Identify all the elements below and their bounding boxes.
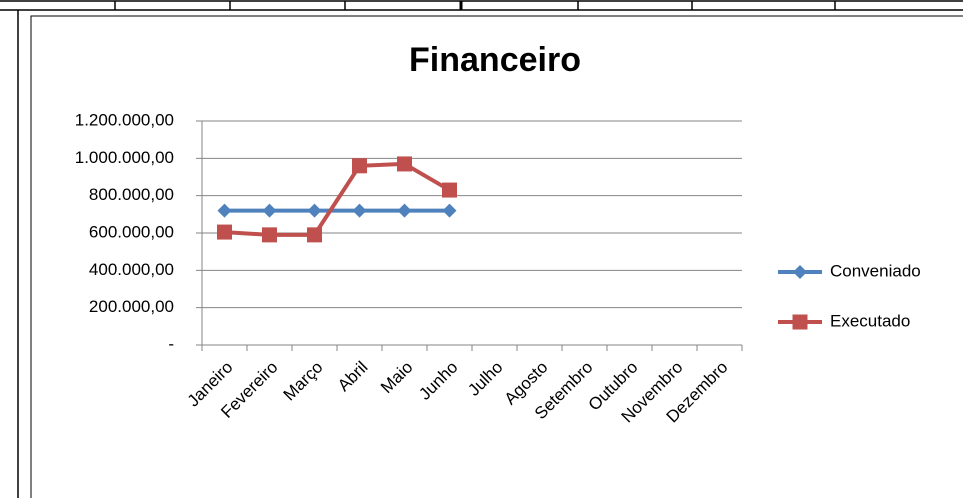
y-tick-label: 400.000,00 — [89, 260, 174, 279]
y-tick-label: 800.000,00 — [89, 185, 174, 204]
x-tick-label: Maio — [377, 358, 416, 397]
chart-frame — [30, 15, 963, 503]
data-point — [397, 156, 412, 172]
data-point — [442, 182, 457, 198]
x-tick-label: Abril — [334, 358, 371, 395]
legend-label: Executado — [830, 311, 910, 330]
data-point — [352, 158, 367, 174]
data-point — [442, 203, 457, 218]
y-tick-label: 200.000,00 — [89, 297, 174, 316]
x-tick-label: Julho — [464, 358, 506, 400]
legend-label: Conveniado — [830, 261, 921, 280]
data-point — [262, 203, 277, 218]
y-tick-label: 600.000,00 — [89, 222, 174, 241]
data-point — [307, 227, 322, 243]
legend-marker — [793, 265, 807, 279]
x-tick-label: Março — [280, 358, 327, 405]
data-point — [397, 203, 412, 218]
data-point — [352, 203, 367, 218]
y-tick-label: 1.200.000,00 — [75, 110, 174, 129]
data-point — [217, 203, 232, 218]
y-tick-label: 1.000.000,00 — [75, 148, 174, 167]
series-line — [224, 161, 451, 237]
chart-title: Financeiro — [409, 41, 581, 79]
data-point — [262, 227, 277, 243]
data-point — [217, 224, 232, 240]
data-point — [307, 203, 322, 218]
y-tick-label: - — [168, 334, 174, 353]
x-tick-label: Junho — [415, 358, 461, 404]
legend-marker — [792, 314, 808, 330]
